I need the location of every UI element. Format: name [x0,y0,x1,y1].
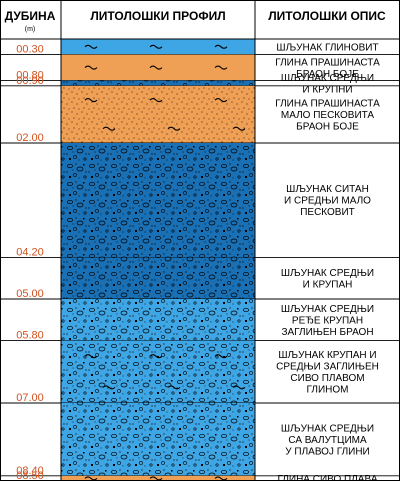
sand-pattern [61,85,255,143]
layer-description-line: ГЛИНА ПРАШИНАСТА [275,57,380,68]
clay-symbol [149,476,163,481]
clay-symbol [149,98,163,103]
clay-symbol [232,385,246,390]
layer-description-line: ШЉУНАК СРЕДЊИ [281,73,374,84]
clay-symbol [149,44,163,49]
gravel-pattern [61,80,255,86]
layer-10: 08.50 ГЛИНА СИВО ПЛАВА [0,470,400,481]
layer-fill [61,39,255,55]
clay-symbol [232,126,246,131]
depth-label: 08.40 [16,465,44,477]
layer-1: 00.30 ШЉУНАК ГЛИНОВИТ [0,39,400,56]
clay-symbol [84,44,98,49]
depth-label: 05.00 [16,288,44,300]
clay-symbol [84,98,98,103]
layer-description-line: ПЕСКОВИТ [300,207,355,218]
depth-label: 00.90 [16,75,44,87]
clay-symbol [167,126,181,131]
layer-description-line: ГЛИНА СИВО ПЛАВА [277,474,377,481]
clay-symbol [149,354,163,359]
depth-header: ДУБИНА [5,9,56,23]
clay-symbol [214,354,228,359]
depth-label: 05.80 [16,330,44,342]
layer-fill [61,54,255,81]
depth-label: 00.80 [16,70,44,82]
depth-label: 02.00 [16,132,44,144]
layer-description-line: СИВО ПЛАВОМ [290,373,364,384]
clay-symbol [214,44,228,49]
clay-symbol [102,385,116,390]
clay-symbol [214,65,228,70]
layer-description-line: И КРУПНИ [302,84,352,95]
layer-description-line: СА ВАЛУТЦИМА [288,435,367,446]
layer-description-line: ШЉУНАК СРЕДЊИ [281,304,374,315]
gravel-pattern [61,403,255,476]
clay-symbol [84,476,98,481]
header-row: ДУБИНА (m) ЛИТОЛОШКИ ПРОФИЛ ЛИТОЛОШКИ ОП… [5,9,386,33]
gravel-pattern [61,143,255,258]
gravel-pattern [61,257,255,299]
layer-description-line: У ПЛАВОЈ ГЛИНИ [285,446,369,457]
layer-description-line: РЕЂЕ КРУПАН [292,315,363,326]
description-header: ЛИТОЛОШКИ ОПИС [268,9,386,23]
layer-description-line: ГЛИНОМ [307,385,349,396]
depth-label: 07.00 [16,392,44,404]
layer-fill [61,475,255,481]
layer-description-line: СРЕДЊИ ЗАГЛИЊЕН [276,362,379,373]
layer-description-line: БРАОН БОЈЕ [296,121,359,132]
layer-group: 00.30 ШЉУНАК ГЛИНОВИТ 00.80 ГЛИНА ПРАШИНАСТ… [0,39,400,481]
layer-description-line: ШЉУНАК ГЛИНОВИТ [276,42,378,53]
depth-label: 04.20 [16,246,44,258]
layer-description-line: И КРУПАН [303,279,353,290]
depth-units: (m) [25,26,36,33]
clay-symbol [84,65,98,70]
profile-header: ЛИТОЛОШКИ ПРОФИЛ [90,9,225,23]
layer-description-line: И СРЕДЊИ МАЛО [284,196,371,207]
layer-description-line: ГЛИНА ПРАШИНАСТА [275,98,380,109]
layer-description-line: ШЉУНАК СРЕДЊИ [281,268,374,279]
layer-description-line: ШЉУНАК СИТАН [286,184,369,195]
gravel-pattern [61,299,255,341]
clay-symbol [214,98,228,103]
clay-symbol [149,65,163,70]
clay-symbol [167,385,181,390]
depth-label: 08.50 [16,470,44,481]
clay-symbol [84,354,98,359]
layer-description-line: ШЉУНАК СРЕДЊИ [281,423,374,434]
layer-description-line: БРАОН БОЈЕ [296,69,359,80]
layer-description-line: ЗАГЛИЊЕН БРАОН [281,327,373,338]
clay-symbol [214,476,228,481]
layer-description-line: МАЛО ПЕСКОВИТА [281,110,375,121]
depth-label: 00.30 [16,44,44,56]
gravel-pattern [61,340,255,403]
clay-symbol [102,126,116,131]
layer-description-line: ШЉУНАК КРУПАН И [278,350,376,361]
